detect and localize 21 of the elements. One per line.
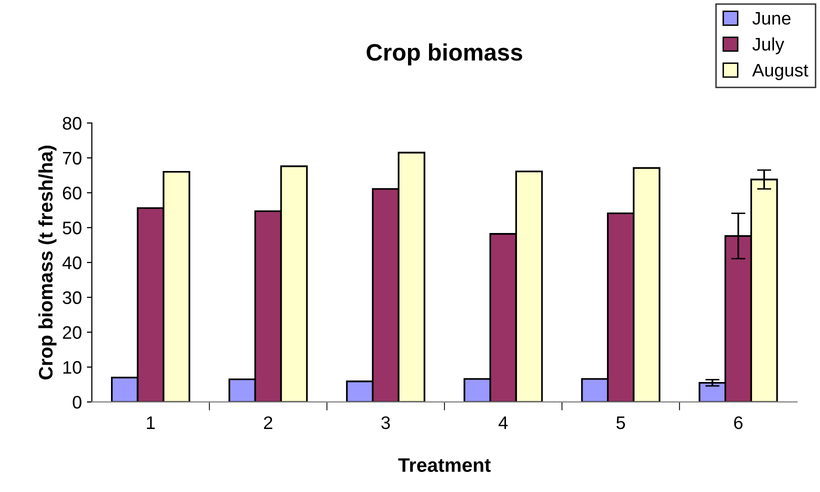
x-tick-label: 3 bbox=[381, 416, 390, 430]
y-axis-title: Crop biomass (t fresh/ha) bbox=[38, 146, 56, 380]
y-tick-label: 20 bbox=[62, 326, 82, 339]
x-tick-label: 1 bbox=[146, 416, 155, 429]
legend-label: July bbox=[752, 37, 784, 54]
y-tick-label: 40 bbox=[62, 256, 82, 270]
y-tick-label: 60 bbox=[62, 186, 82, 200]
y-tick-label: 0 bbox=[72, 396, 82, 409]
x-tick-label: 6 bbox=[734, 416, 742, 430]
x-tick-label: 2 bbox=[264, 416, 272, 429]
y-tick-label: 70 bbox=[62, 152, 82, 165]
legend-label: June bbox=[752, 12, 790, 25]
legend-label: August bbox=[752, 64, 808, 80]
y-tick-label: 80 bbox=[62, 116, 82, 130]
y-tick-label: 10 bbox=[63, 361, 82, 374]
y-tick-label: 30 bbox=[62, 291, 82, 304]
chart-title: Crop biomass bbox=[366, 43, 522, 66]
x-tick-label: 4 bbox=[498, 416, 508, 429]
x-axis-title: Treatment bbox=[398, 458, 491, 472]
y-tick-label: 50 bbox=[62, 222, 82, 234]
x-tick-label: 5 bbox=[616, 416, 626, 430]
